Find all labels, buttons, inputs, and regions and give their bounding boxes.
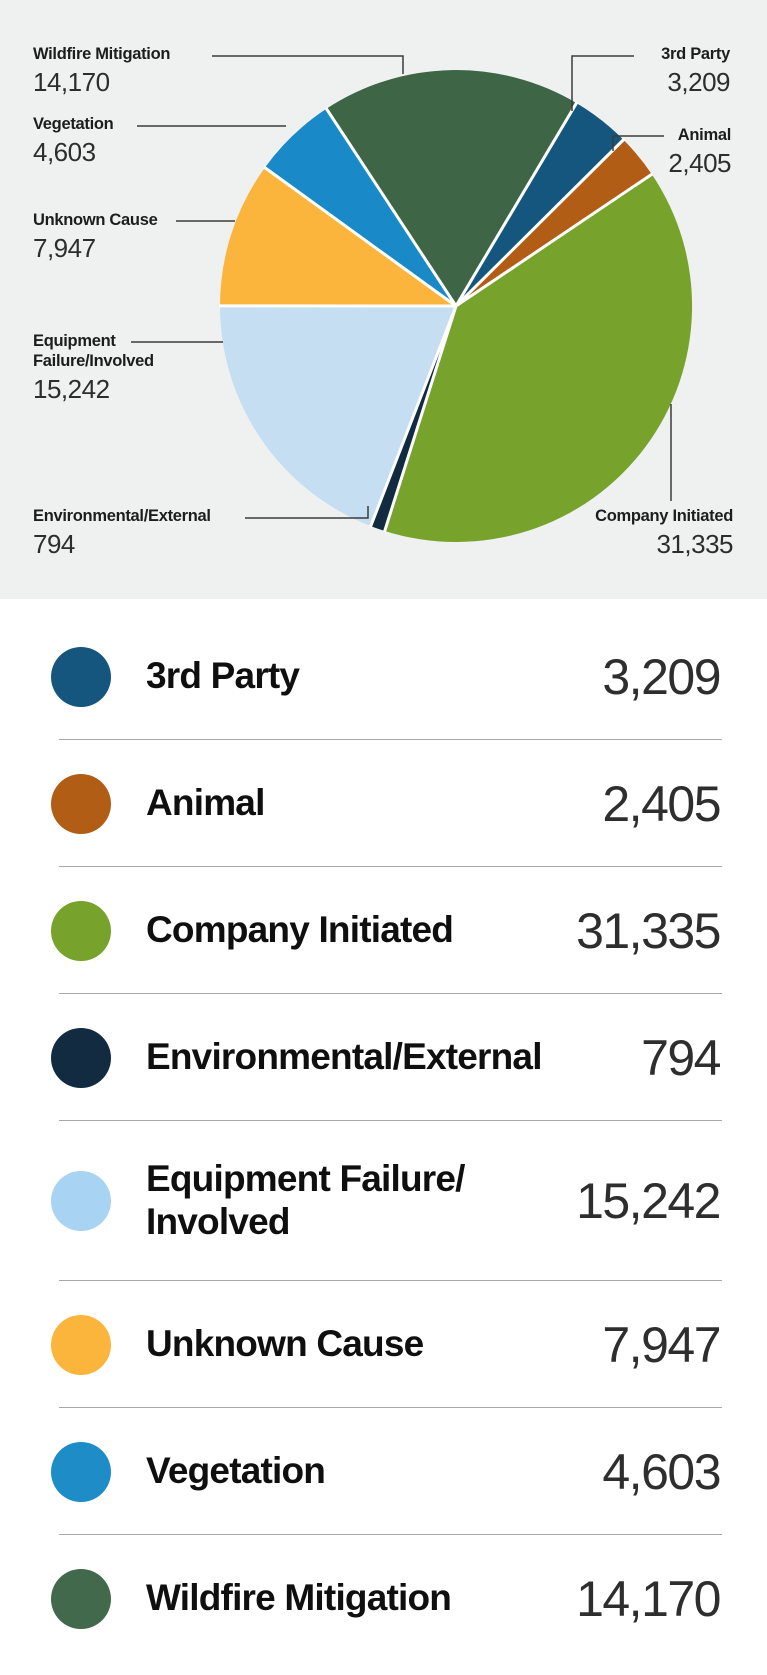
callout-equipment-failure: Equipment Failure/Involved 15,242 — [33, 331, 154, 403]
legend-swatch-vegetation — [51, 1441, 111, 1502]
legend-value: 3,209 — [602, 648, 721, 705]
callout-vegetation: Vegetation 4,603 — [33, 114, 114, 168]
pie-slice-separator — [382, 305, 458, 533]
callout-line-third-party — [571, 55, 634, 111]
legend-row-vegetation: Vegetation 4,603 — [0, 1408, 767, 1535]
legend-label: Equipment Failure/ Involved — [146, 1158, 465, 1242]
pie-chart — [131, 55, 693, 543]
callout-unknown-cause: Unknown Cause 7,947 — [33, 210, 158, 264]
callout-line-animal — [612, 135, 664, 151]
callout-animal: Animal 2,405 — [668, 125, 731, 177]
callout-label: Animal — [677, 126, 732, 144]
legend-swatch-unknown-cause — [51, 1314, 111, 1375]
pie-slice-separator — [369, 305, 458, 528]
legend-value: 7,947 — [602, 1316, 721, 1373]
legend-row-animal: Animal 2,405 — [0, 740, 767, 867]
legend-value: 15,242 — [576, 1173, 721, 1229]
legend-swatch-3rd-party — [51, 646, 111, 707]
callout-label: Vegetation — [33, 115, 114, 133]
pie-slice-unknown-cause — [220, 167, 456, 306]
legend-label: Company Initiated — [146, 909, 454, 951]
callout-line-environmental-external — [245, 506, 369, 519]
legend-row-environmental-external: Environmental/External 794 — [0, 994, 767, 1121]
pie-slice-animal — [456, 139, 652, 306]
callout-line-wildfire-mitigation — [212, 55, 404, 74]
legend-swatch-wildfire-mitigation — [51, 1568, 111, 1629]
callout-company-initiated: Company Initiated 31,335 — [595, 506, 733, 558]
pie-slice-company-initiated — [384, 174, 693, 543]
callout-value: 794 — [33, 529, 75, 560]
callout-wildfire-mitigation: Wildfire Mitigation 14,170 — [33, 44, 170, 96]
legend-value: 4,603 — [602, 1443, 721, 1500]
legend-value: 2,405 — [602, 775, 721, 832]
pie-slice-wildfire-mitigation — [326, 70, 577, 306]
legend-list: 3rd Party 3,209 Animal 2,405 Company Ini… — [0, 599, 767, 1662]
legend-label: 3rd Party — [146, 655, 300, 697]
callout-label: Equipment Failure/Involved — [33, 332, 154, 371]
legend-label: Unknown Cause — [146, 1323, 424, 1365]
pie-slice-separator — [324, 107, 458, 307]
callout-value: 3,209 — [667, 67, 730, 98]
callout-label: Wildfire Mitigation — [33, 45, 171, 63]
legend-row-company-initiated: Company Initiated 31,335 — [0, 867, 767, 994]
legend-label: Animal — [146, 782, 265, 824]
legend-label: Vegetation — [146, 1450, 326, 1492]
legend-row-unknown-cause: Unknown Cause 7,947 — [0, 1281, 767, 1408]
legend-value: 14,170 — [576, 1570, 721, 1627]
pie-slice-separator — [454, 137, 626, 308]
callout-value: 31,335 — [656, 529, 733, 560]
pie-slice-separator — [263, 165, 457, 308]
pie-chart-panel: Wildfire Mitigation 14,170 3rd Party 3,2… — [0, 0, 767, 599]
pie-slice-3rd-party — [456, 103, 624, 306]
pie-slice-separator — [455, 172, 654, 308]
pie-slice-separator — [454, 101, 579, 307]
legend-row-3rd-party: 3rd Party 3,209 — [0, 613, 767, 740]
callout-third-party: 3rd Party 3,209 — [661, 44, 730, 96]
legend-label: Environmental/External — [146, 1036, 542, 1078]
pie-slice-equipment-failure-involved — [219, 305, 456, 527]
callout-label: 3rd Party — [661, 45, 730, 63]
legend-row-equipment-failure: Equipment Failure/ Involved 15,242 — [0, 1121, 767, 1281]
legend-swatch-company-initiated — [51, 900, 111, 961]
legend-label: Wildfire Mitigation — [146, 1577, 452, 1619]
legend-swatch-environmental-external — [51, 1027, 111, 1088]
callout-value: 2,405 — [668, 148, 731, 179]
callout-value: 14,170 — [33, 67, 110, 98]
pie-slice-vegetation — [264, 108, 456, 306]
legend-swatch-animal — [51, 773, 111, 834]
callout-label: Unknown Cause — [33, 211, 158, 229]
legend-value: 31,335 — [576, 902, 721, 959]
callout-environmental-external: Environmental/External 794 — [33, 506, 211, 558]
callout-label: Company Initiated — [595, 507, 733, 525]
callout-label: Environmental/External — [33, 507, 211, 525]
callout-value: 4,603 — [33, 137, 96, 168]
callout-value: 7,947 — [33, 233, 96, 264]
legend-swatch-equipment-failure — [51, 1171, 111, 1231]
legend-row-wildfire-mitigation: Wildfire Mitigation 14,170 — [0, 1535, 767, 1662]
legend-value: 794 — [641, 1029, 721, 1086]
callout-value: 15,242 — [33, 374, 110, 405]
